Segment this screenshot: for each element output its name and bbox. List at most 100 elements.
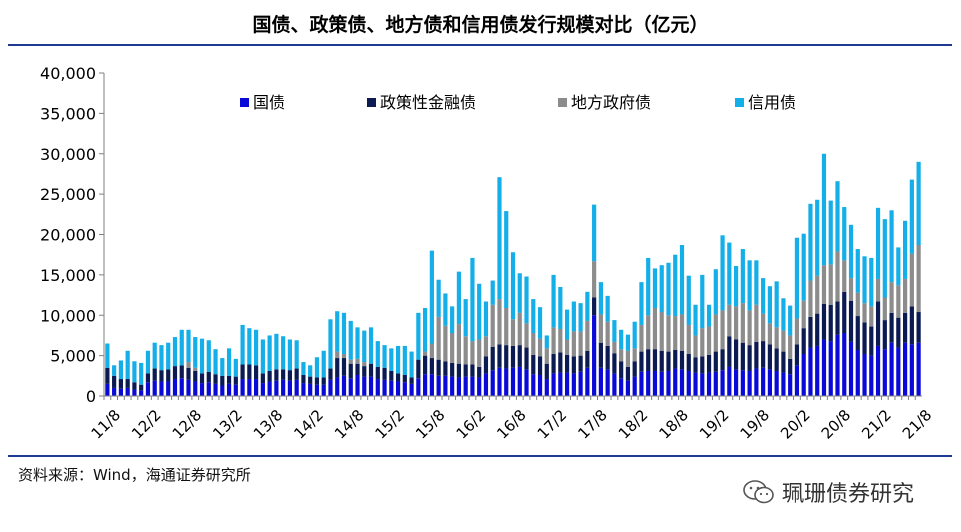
bar-segment-s1 <box>274 369 279 381</box>
bar-segment-s3 <box>510 252 516 320</box>
bar-segment-s0 <box>483 373 489 396</box>
bar-segment-s0 <box>821 339 827 396</box>
x-tick-label: 12/2 <box>128 406 165 443</box>
bar-segment-s2 <box>815 275 820 314</box>
bar-segment-s3 <box>842 207 847 261</box>
bar-segment-s3 <box>490 280 495 305</box>
bar-segment-s3 <box>517 273 522 313</box>
bar-segment-s2 <box>598 314 603 343</box>
bar-segment-s3 <box>706 304 712 327</box>
bar-segment-s3 <box>247 328 252 365</box>
bar-segment-s3 <box>274 333 279 370</box>
bar-segment-s1 <box>598 342 603 368</box>
bar-segment-s0 <box>308 383 313 396</box>
bar-segment-s3 <box>659 265 664 313</box>
bar-segment-s3 <box>903 220 908 279</box>
bar-segment-s0 <box>416 378 421 396</box>
bar-segment-s2 <box>537 338 543 357</box>
bar-segment-s0 <box>815 345 820 396</box>
bar-segment-s0 <box>490 370 495 396</box>
bar-segment-s1 <box>835 301 840 335</box>
y-tick-label: 20,000 <box>40 226 96 245</box>
bar-segment-s1 <box>429 358 434 375</box>
bar-segment-s2 <box>443 325 448 362</box>
bar-segment-s1 <box>848 300 854 342</box>
bar-segment-s3 <box>294 340 299 369</box>
bar-segment-s0 <box>186 379 191 396</box>
bar-segment-s2 <box>916 245 921 313</box>
bar-segment-s0 <box>463 376 468 396</box>
bar-segment-s3 <box>713 269 718 315</box>
bar-segment-s3 <box>835 181 840 252</box>
bar-segment-s2 <box>436 316 441 360</box>
bar-segment-s2 <box>551 327 556 355</box>
bar-segment-s2 <box>646 315 651 350</box>
x-tick-label: 16/2 <box>453 406 490 443</box>
bar-segment-s0 <box>693 372 698 396</box>
bar-segment-s2 <box>625 350 631 367</box>
bar-segment-s3 <box>727 242 732 305</box>
bar-segment-s2 <box>896 285 901 318</box>
bar-segment-s3 <box>855 249 860 293</box>
bar-segment-s2 <box>585 320 590 351</box>
bar-segment-s3 <box>362 330 367 363</box>
bar-segment-s1 <box>321 377 326 385</box>
stacked-bar-chart: 0 5,000 10,000 15,000 20,000 25,000 30,000 35,0… <box>40 64 935 443</box>
x-tick-label: 18/8 <box>655 406 692 443</box>
bar-segment-s1 <box>558 352 563 373</box>
bar-segment-s1 <box>483 356 489 374</box>
bar-segment-s2 <box>504 307 509 346</box>
bar-segment-s3 <box>598 282 603 315</box>
legend-swatch <box>735 98 744 107</box>
bar-segment-s3 <box>226 348 232 376</box>
legend-swatch <box>367 98 376 107</box>
bar-segment-s1 <box>916 312 921 343</box>
bar-segment-s1 <box>794 344 800 366</box>
bar-segment-s0 <box>166 381 171 396</box>
bar-segment-s2 <box>510 319 516 346</box>
bar-segment-s3 <box>199 338 205 374</box>
bar-segment-s1 <box>815 313 820 346</box>
x-tick-label: 13/8 <box>250 406 287 443</box>
bar-segment-s3 <box>301 362 306 375</box>
bar-segment-s0 <box>882 349 887 396</box>
bar-segment-s3 <box>395 345 401 374</box>
bar-segment-s3 <box>504 211 509 308</box>
bar-segment-s1 <box>233 376 238 385</box>
bar-segment-s3 <box>436 279 441 317</box>
bar-segment-s2 <box>882 297 887 321</box>
x-tick-label: 20/2 <box>777 406 814 443</box>
x-tick-label: 17/2 <box>534 406 571 443</box>
title-divider <box>8 44 952 46</box>
bar-segment-s0 <box>808 347 813 396</box>
bar-segment-s0 <box>206 382 211 396</box>
legend-swatch <box>558 98 567 107</box>
bar-segment-s0 <box>909 344 914 396</box>
bar-segment-s0 <box>247 379 252 396</box>
bar-segment-s3 <box>889 210 894 283</box>
bar-segment-s0 <box>828 341 833 396</box>
bar-segment-s2 <box>700 328 705 357</box>
bar-segment-s1 <box>423 355 428 375</box>
bar-segment-s0 <box>889 342 894 396</box>
bar-segment-s2 <box>497 299 502 345</box>
bar-segment-s2 <box>686 324 691 355</box>
bar-segment-s2 <box>713 314 718 352</box>
bar-segment-s1 <box>659 350 664 372</box>
bar-segment-s1 <box>199 373 205 384</box>
bar-segment-s2 <box>781 330 786 352</box>
bar-segment-s3 <box>632 321 637 349</box>
bar-segment-s1 <box>788 358 793 375</box>
bar-segment-s1 <box>801 328 806 355</box>
bar-segment-s0 <box>524 369 529 396</box>
bar-segment-s1 <box>882 320 887 350</box>
bar-segment-s0 <box>335 377 340 396</box>
bar-segment-s1 <box>132 382 137 390</box>
bar-segment-s1 <box>896 317 901 348</box>
bar-segment-s2 <box>639 324 644 352</box>
source-note: 资料来源：Wind，海通证券研究所 <box>18 466 251 484</box>
bar-segment-s1 <box>490 346 495 371</box>
bar-segment-s1 <box>166 369 171 382</box>
bar-segment-s1 <box>355 363 360 376</box>
bar-segment-s2 <box>341 354 347 359</box>
